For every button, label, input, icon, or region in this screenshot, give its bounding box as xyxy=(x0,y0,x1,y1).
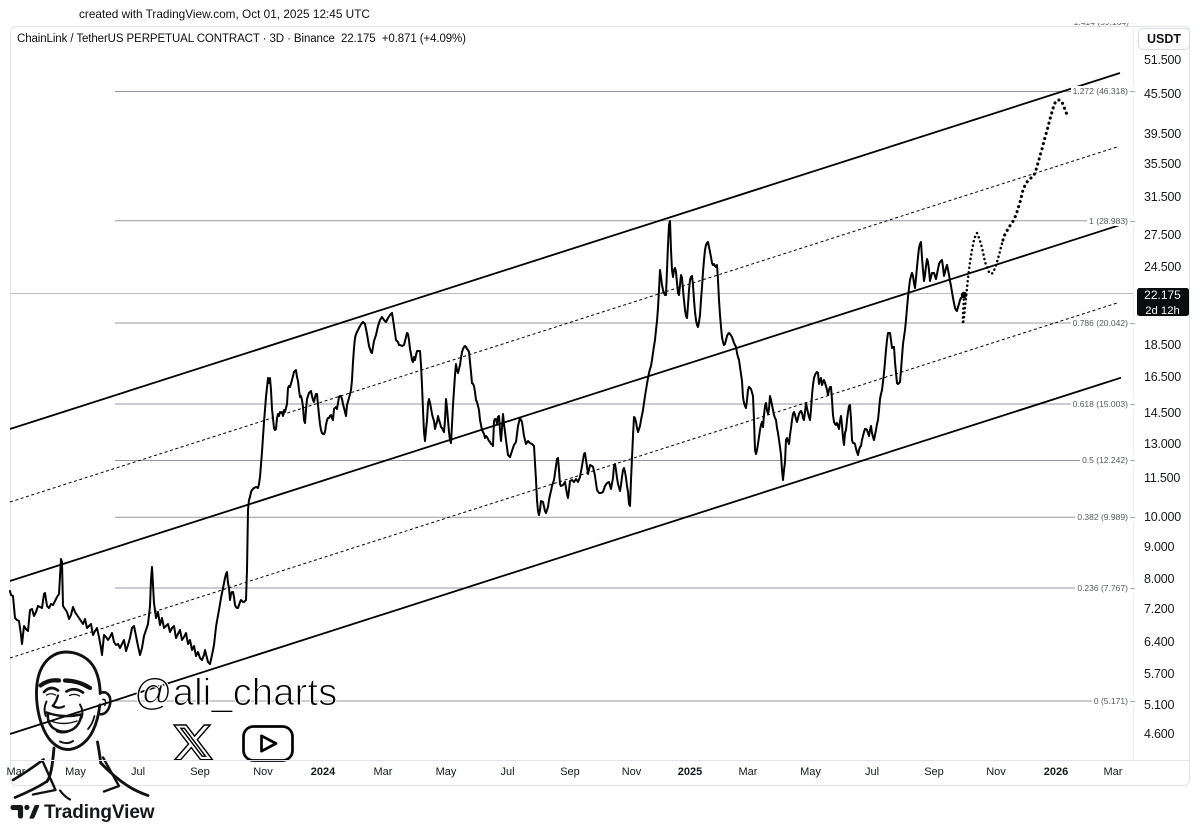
svg-text:@ali_charts: @ali_charts xyxy=(134,672,337,714)
